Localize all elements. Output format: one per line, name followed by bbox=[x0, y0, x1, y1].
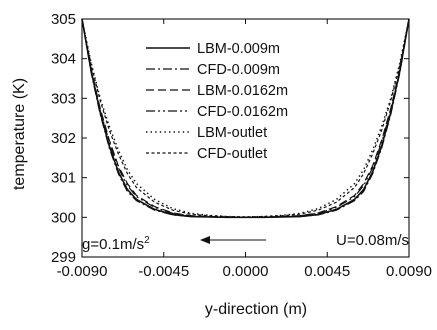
y-tick-label: 302 bbox=[51, 130, 76, 147]
gravity-annotation-exponent: 2 bbox=[144, 235, 150, 246]
y-tick-label: 305 bbox=[51, 11, 76, 28]
series-line-cfd-0-0162m bbox=[81, 18, 410, 218]
legend-label-lbm-outlet: LBM-outlet bbox=[197, 125, 267, 141]
y-tick-label: 301 bbox=[51, 170, 76, 187]
series-line-cfd-0-009m bbox=[81, 18, 410, 218]
legend: LBM-0.009m CFD-0.009m LBM-0.0162m CFD-0.016… bbox=[146, 41, 288, 162]
y-tick-label: 299 bbox=[51, 249, 76, 266]
legend-label-lbm-0-0162m: LBM-0.0162m bbox=[197, 83, 288, 99]
flow-direction-arrow bbox=[200, 236, 266, 244]
legend-label-cfd-0-009m: CFD-0.009m bbox=[197, 62, 280, 78]
x-tick-label: -0.0090 bbox=[57, 263, 108, 280]
series-line-lbm-0-009m bbox=[81, 18, 410, 219]
axis-ticks: -0.0090 -0.0045 0.0000 0.0045 0.0090 299 300 30… bbox=[51, 11, 432, 280]
series-line-lbm-0-0162m bbox=[81, 18, 410, 218]
y-tick-label: 304 bbox=[51, 51, 76, 68]
y-tick-label: 300 bbox=[51, 209, 76, 226]
legend-label-cfd-0-0162m: CFD-0.0162m bbox=[197, 104, 288, 120]
legend-label-lbm-0-009m: LBM-0.009m bbox=[197, 41, 280, 57]
x-axis-label: y-direction (m) bbox=[205, 301, 307, 318]
x-tick-label: 0.0045 bbox=[304, 263, 350, 280]
gravity-annotation-value: g=0.1m/s bbox=[82, 236, 144, 253]
y-axis-label: temperature (K) bbox=[11, 78, 28, 190]
legend-label-cfd-outlet: CFD-outlet bbox=[197, 146, 267, 162]
series-lines bbox=[81, 18, 410, 219]
x-tick-label: 0.0000 bbox=[223, 263, 269, 280]
x-tick-label: 0.0090 bbox=[386, 263, 432, 280]
x-tick-label: -0.0045 bbox=[138, 263, 189, 280]
velocity-annotation: U=0.08m/s bbox=[336, 232, 409, 249]
series-line-cfd-outlet bbox=[81, 18, 410, 218]
gravity-annotation: g=0.1m/s2 bbox=[82, 235, 150, 253]
y-tick-label: 303 bbox=[51, 90, 76, 107]
